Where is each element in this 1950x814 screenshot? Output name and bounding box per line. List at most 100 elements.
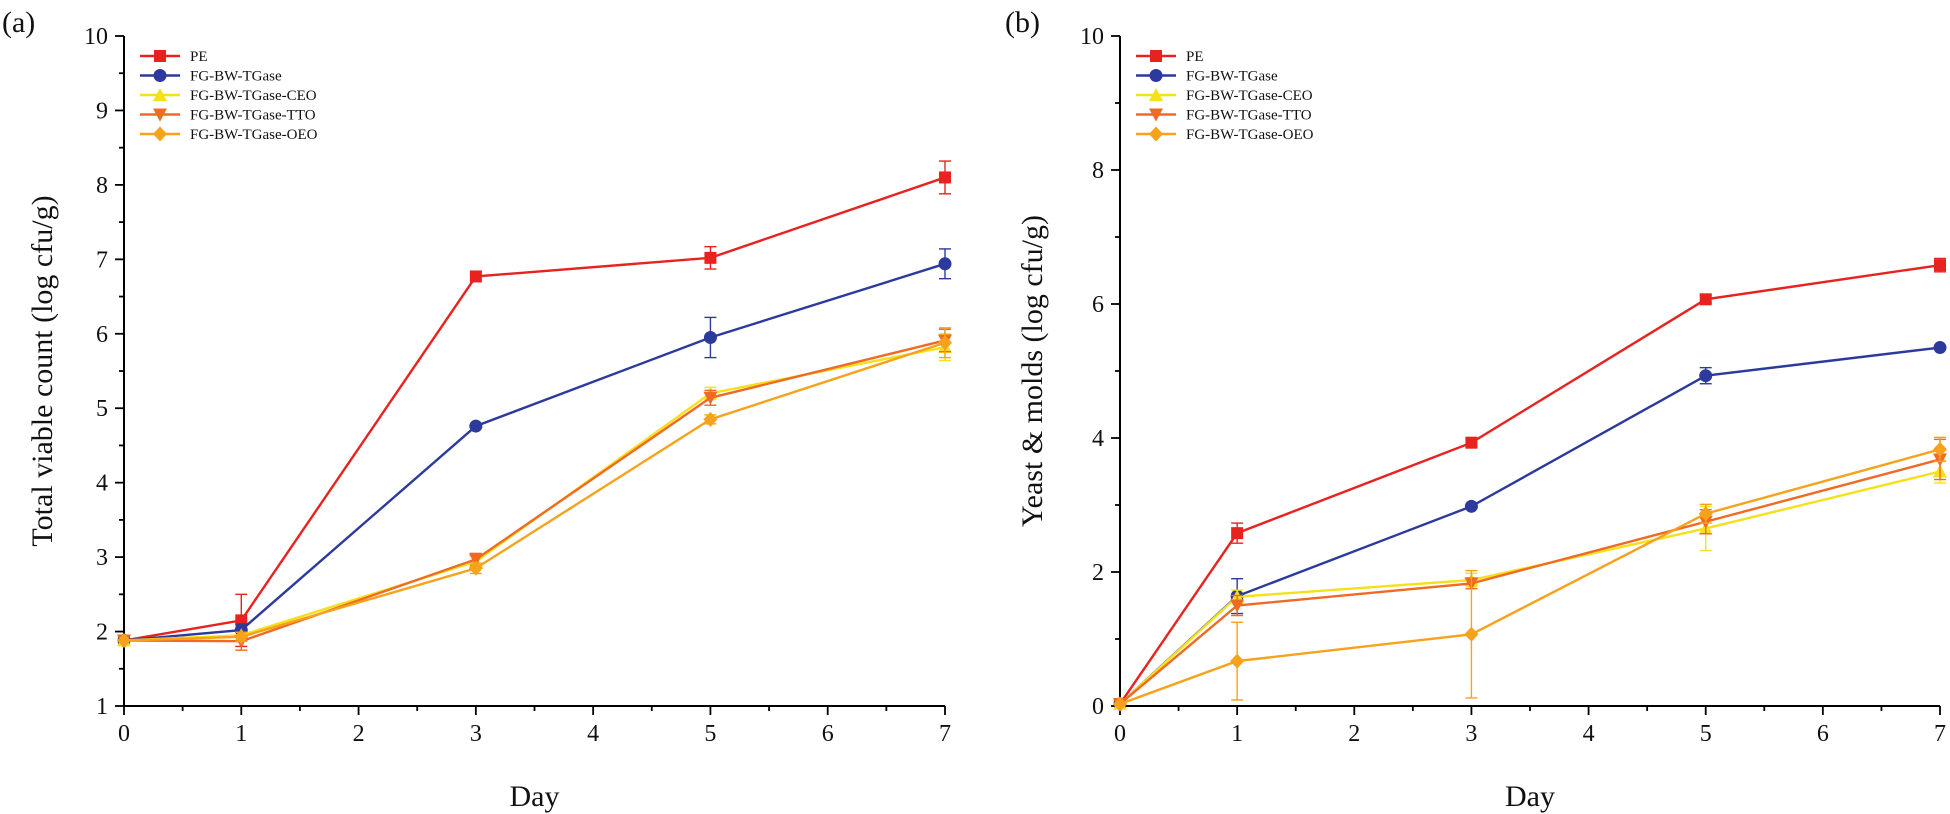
x-tick-label: 4 — [1583, 721, 1595, 747]
series-line — [123, 176, 946, 642]
x-tick-label: 6 — [822, 721, 834, 747]
y-tick-label: 10 — [1080, 24, 1104, 50]
series-line — [1119, 346, 1941, 705]
legend-label: FG-BW-TGase-OEO — [1186, 127, 1314, 143]
legend-marker — [1149, 108, 1163, 122]
data-point — [939, 171, 951, 184]
data-point — [117, 632, 131, 648]
chart-panel-b: (b) 0 1 2 3 4 5 6 7 0 2 4 6 8 10 Day Yeast & molds (log … — [1005, 6, 1947, 813]
y-tick-label: 9 — [96, 98, 108, 124]
y-tick-label: 0 — [1092, 694, 1104, 720]
legend-label: FG-BW-TGase-TTO — [1186, 108, 1312, 124]
y-tick-label: 7 — [96, 247, 108, 273]
legend: PE FG-BW-TGase FG-BW-TGase-CEO FG-BW-TGase-… — [140, 49, 318, 143]
series-line — [123, 346, 946, 642]
series-line — [123, 262, 946, 642]
panel-label: (b) — [1005, 6, 1040, 39]
x-tick-label: 2 — [1348, 721, 1360, 747]
legend-marker — [1149, 88, 1163, 101]
data-point — [1464, 626, 1479, 642]
x-tick-label: 5 — [704, 721, 716, 747]
series-fg-bw-tgase-tto — [1113, 438, 1947, 711]
y-tick-label: 5 — [96, 396, 108, 422]
y-axis-title: Total viable count (log cfu/g) — [26, 195, 59, 546]
series-pe — [1114, 257, 1946, 710]
series-fg-bw-tgase-ceo — [1113, 459, 1947, 710]
x-tick-label: 7 — [939, 721, 951, 747]
x-tick-label: 5 — [1700, 721, 1712, 747]
data-point — [469, 419, 483, 433]
data-point — [1934, 259, 1946, 272]
legend-label: FG-BW-TGase — [1186, 69, 1278, 85]
data-point — [235, 614, 248, 627]
x-axis-title: Day — [1505, 780, 1555, 813]
x-axis-title: Day — [510, 780, 560, 813]
series-line — [1119, 458, 1941, 705]
y-axis-title: Yeast & molds (log cfu/g) — [1016, 215, 1049, 527]
data-point — [1464, 499, 1478, 513]
legend-marker — [153, 88, 167, 101]
data-point — [1230, 599, 1245, 613]
legend-marker — [154, 50, 166, 62]
series-line — [123, 339, 946, 643]
data-point — [1465, 436, 1478, 449]
series-fg-bw-tgase-tto — [117, 328, 952, 651]
series-line — [1119, 263, 1941, 705]
x-tick-label: 3 — [470, 721, 482, 747]
y-tick-label: 2 — [96, 620, 108, 646]
data-point — [1699, 369, 1713, 383]
data-point — [1933, 441, 1947, 457]
series-line — [123, 341, 946, 642]
x-tick-label: 1 — [1231, 721, 1243, 747]
series-line — [1119, 448, 1941, 706]
data-point — [703, 331, 717, 344]
legend-label: PE — [1186, 49, 1204, 65]
data-point — [1933, 341, 1947, 355]
legend-label: FG-BW-TGase-CEO — [190, 88, 317, 104]
series-fg-bw-tgase — [117, 248, 952, 647]
y-tick-label: 8 — [1092, 158, 1104, 184]
series-fg-bw-tgase-oeo — [117, 327, 952, 648]
x-tick-label: 0 — [1114, 721, 1126, 747]
data-point — [938, 257, 952, 271]
legend-marker — [153, 126, 167, 142]
y-tick-label: 4 — [1092, 426, 1104, 452]
legend-label: FG-BW-TGase-OEO — [190, 127, 318, 143]
x-tick-label: 0 — [118, 721, 130, 747]
data-point — [938, 335, 952, 351]
y-tick-label: 3 — [96, 545, 108, 571]
legend-marker — [1149, 126, 1163, 142]
data-point — [234, 629, 249, 645]
x-tick-label: 7 — [1934, 721, 1946, 747]
data-point — [1113, 696, 1127, 712]
y-tick-label: 1 — [96, 694, 108, 720]
y-tick-label: 2 — [1092, 560, 1104, 586]
legend-marker — [1150, 50, 1162, 62]
data-point — [704, 251, 717, 264]
data-point — [1231, 527, 1244, 540]
x-tick-label: 6 — [1817, 721, 1829, 747]
data-point — [1698, 506, 1713, 522]
x-tick-label: 2 — [353, 721, 365, 747]
data-point — [468, 553, 483, 567]
data-point — [1230, 653, 1245, 669]
panel-label: (a) — [2, 6, 35, 39]
y-tick-label: 4 — [96, 471, 108, 497]
data-point — [1699, 293, 1712, 306]
data-point — [469, 270, 482, 283]
y-tick-label: 8 — [96, 173, 108, 199]
legend-label: FG-BW-TGase-TTO — [190, 108, 316, 124]
legend-marker — [153, 108, 167, 122]
y-tick-label: 10 — [84, 24, 108, 50]
data-point — [703, 411, 718, 427]
x-tick-label: 3 — [1465, 721, 1477, 747]
series-fg-bw-tgase-oeo — [1113, 436, 1947, 712]
legend-marker — [1149, 69, 1163, 82]
legend-label: FG-BW-TGase-CEO — [1186, 88, 1313, 104]
legend: PE FG-BW-TGase FG-BW-TGase-CEO FG-BW-TGase-… — [1136, 49, 1314, 143]
data-point — [703, 391, 718, 405]
y-tick-label: 6 — [96, 322, 108, 348]
legend-marker — [153, 69, 167, 82]
